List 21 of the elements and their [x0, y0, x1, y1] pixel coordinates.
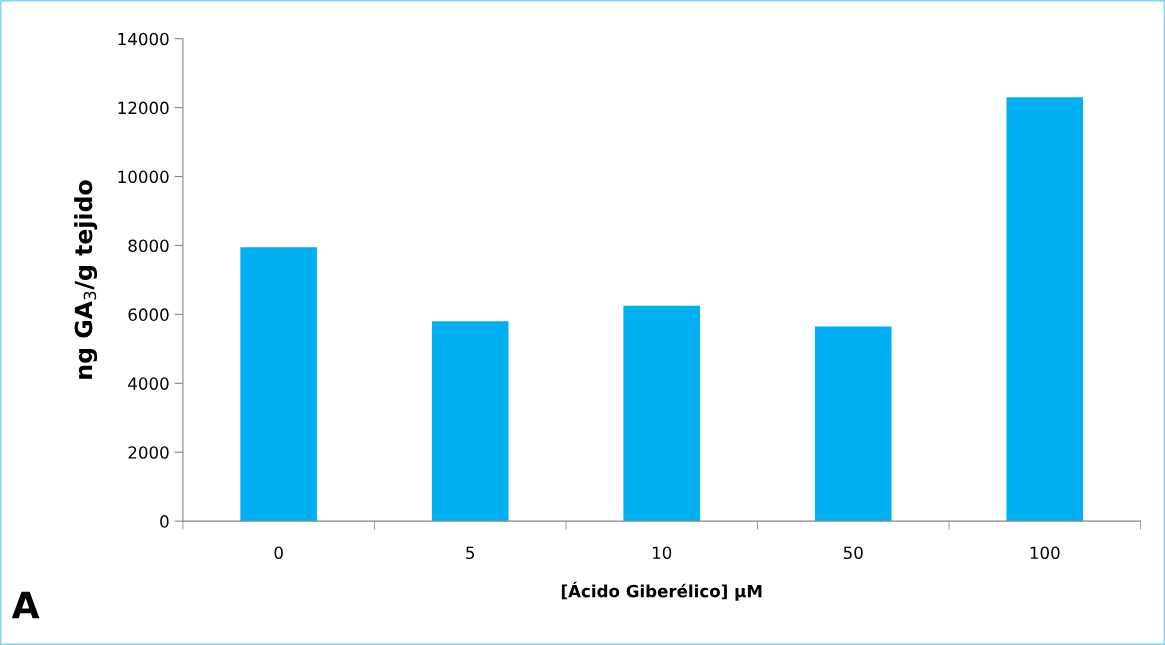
x-tick-label: 10: [652, 546, 672, 560]
text: A: [11, 591, 40, 619]
y-tick-label: 2000: [128, 446, 169, 459]
bar: [623, 305, 701, 522]
x-axis-title: [Ácido Giberélico] µM: [561, 581, 762, 601]
y-tick-label: 4000: [128, 377, 169, 390]
bar: [240, 247, 317, 522]
x-tick-label: 5: [466, 546, 475, 560]
y-tick-label: 0: [160, 515, 169, 528]
y-axis-title: ng GA$_{3}$/g tejido: [74, 180, 98, 379]
bar: [1006, 97, 1084, 522]
x-tick-label: 0: [274, 546, 283, 560]
x-tick-label: 50: [843, 546, 863, 560]
y-tick-label: 6000: [128, 308, 169, 321]
bar: [814, 326, 892, 522]
y-tick-label: 10000: [118, 170, 169, 184]
y-tick-label: 14000: [118, 32, 169, 46]
bar: [431, 321, 509, 522]
y-tick-label: 8000: [128, 239, 169, 253]
x-tick-label: 100: [1030, 546, 1060, 560]
y-tick-label: 12000: [118, 101, 169, 115]
